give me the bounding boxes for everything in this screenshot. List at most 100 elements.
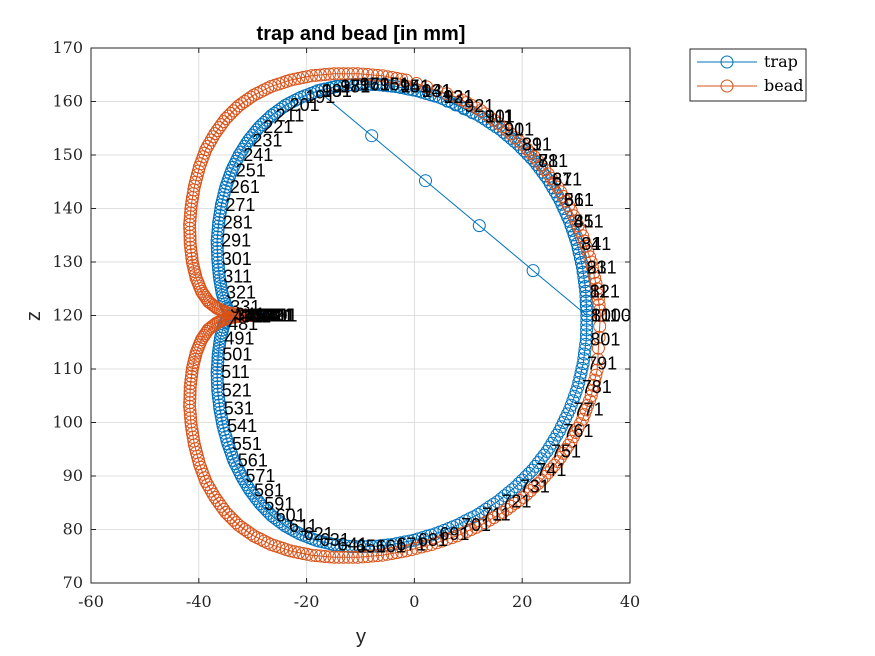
point-bead: [385, 547, 399, 560]
time-index-label: 651: [356, 537, 386, 557]
time-index-label: 251: [236, 161, 266, 181]
y-tick-label: 140: [52, 199, 83, 218]
point-bead: [538, 470, 552, 483]
point-bead: [204, 484, 218, 498]
point-bead: [185, 362, 199, 376]
point-bead: [520, 487, 534, 501]
time-index-label: 531: [224, 399, 254, 419]
point-bead: [208, 127, 222, 141]
time-index-label: 61: [552, 170, 572, 190]
time-index-label: 211: [276, 105, 305, 125]
point-bead: [404, 543, 418, 557]
point-bead: [585, 384, 599, 398]
point-bead: [585, 260, 599, 274]
point-trap: [406, 83, 420, 97]
point-bead: [288, 545, 302, 559]
point-bead: [588, 271, 602, 285]
point-bead: [425, 538, 439, 551]
time-index-label: 181: [322, 81, 352, 101]
point-trap: [210, 365, 224, 379]
point-bead: [538, 163, 552, 177]
point-trap: [211, 380, 225, 394]
time-index-label: 671: [396, 535, 426, 555]
point-bead: [264, 80, 278, 93]
time-index-label: 371: [254, 306, 284, 326]
point-trap: [573, 371, 587, 385]
point-trap: [579, 333, 593, 347]
point-bead: [346, 550, 360, 564]
time-index-label: 421: [263, 306, 293, 326]
point-trap: [327, 538, 341, 551]
time-index-label: 301: [222, 249, 252, 269]
point-trap: [212, 266, 226, 280]
time-index-label: 461: [239, 306, 269, 326]
point-trap: [577, 347, 591, 361]
point-trap: [214, 198, 228, 212]
point-trap: [262, 111, 276, 125]
point-trap: [574, 366, 588, 380]
point-trap: [211, 226, 225, 240]
point-bead: [314, 549, 327, 563]
time-index-label: 711: [482, 505, 511, 525]
point-trap: [210, 245, 224, 258]
point-bead: [318, 550, 332, 563]
point-bead: [527, 150, 541, 164]
point-bead: [430, 83, 444, 97]
point-trap: [214, 201, 228, 215]
point-bead: [483, 110, 496, 124]
point-bead: [591, 352, 605, 366]
y-tick-label: 130: [52, 252, 83, 271]
time-index-label: 451: [245, 306, 275, 326]
point-bead: [420, 539, 434, 553]
point-bead: [524, 146, 538, 160]
time-index-label: 431: [257, 306, 287, 326]
point-trap: [260, 504, 274, 518]
time-index-label: 241: [243, 145, 273, 165]
x-axis-ticks: -60 -40 -20 0 20 40: [78, 48, 640, 611]
time-index-label: 161: [360, 74, 390, 94]
point-trap: [212, 398, 226, 412]
point-bead: [376, 548, 390, 562]
time-index-label: 391: [265, 306, 295, 326]
point-bead: [184, 240, 198, 254]
time-index-label: 341: [235, 304, 265, 324]
time-index-label: 171: [340, 77, 370, 97]
time-index-label: 381: [259, 306, 289, 326]
legend-bead-label: bead: [764, 76, 804, 95]
point-bead: [527, 480, 541, 494]
point-bead: [250, 86, 264, 100]
point-bead: [183, 233, 197, 247]
point-bead: [512, 134, 526, 148]
time-index-label: 81: [522, 134, 542, 154]
point-trap: [256, 499, 269, 513]
point-bead: [206, 130, 220, 144]
point-bead: [487, 113, 501, 127]
time-index-label: 401: [268, 306, 298, 326]
point-bead: [261, 536, 275, 550]
point-bead: [300, 547, 314, 561]
time-index-label: 311: [223, 266, 252, 286]
y-axis-label: z: [23, 311, 45, 321]
point-bead: [409, 541, 423, 555]
x-tick-label: -60: [78, 592, 104, 611]
y-tick-label: 100: [52, 413, 83, 432]
point-bead: [288, 72, 302, 86]
point-trap: [519, 470, 533, 484]
point-bead: [450, 90, 464, 104]
point-bead: [366, 68, 380, 82]
point-bead: [516, 490, 530, 504]
point-bead: [591, 287, 605, 301]
time-index-label: 951: [400, 77, 430, 97]
time-index-label: 721: [501, 492, 531, 512]
time-index-label: 841: [581, 234, 611, 254]
point-trap: [579, 299, 593, 313]
point-bead: [341, 67, 355, 81]
time-index-label: 291: [221, 231, 251, 251]
point-trap: [212, 215, 226, 229]
point-bead: [409, 77, 423, 90]
time-index-label: 661: [376, 537, 406, 557]
point-trap: [580, 313, 594, 327]
time-index-label: 991: [322, 81, 352, 101]
point-trap: [550, 428, 564, 442]
point-bead: [232, 99, 246, 113]
